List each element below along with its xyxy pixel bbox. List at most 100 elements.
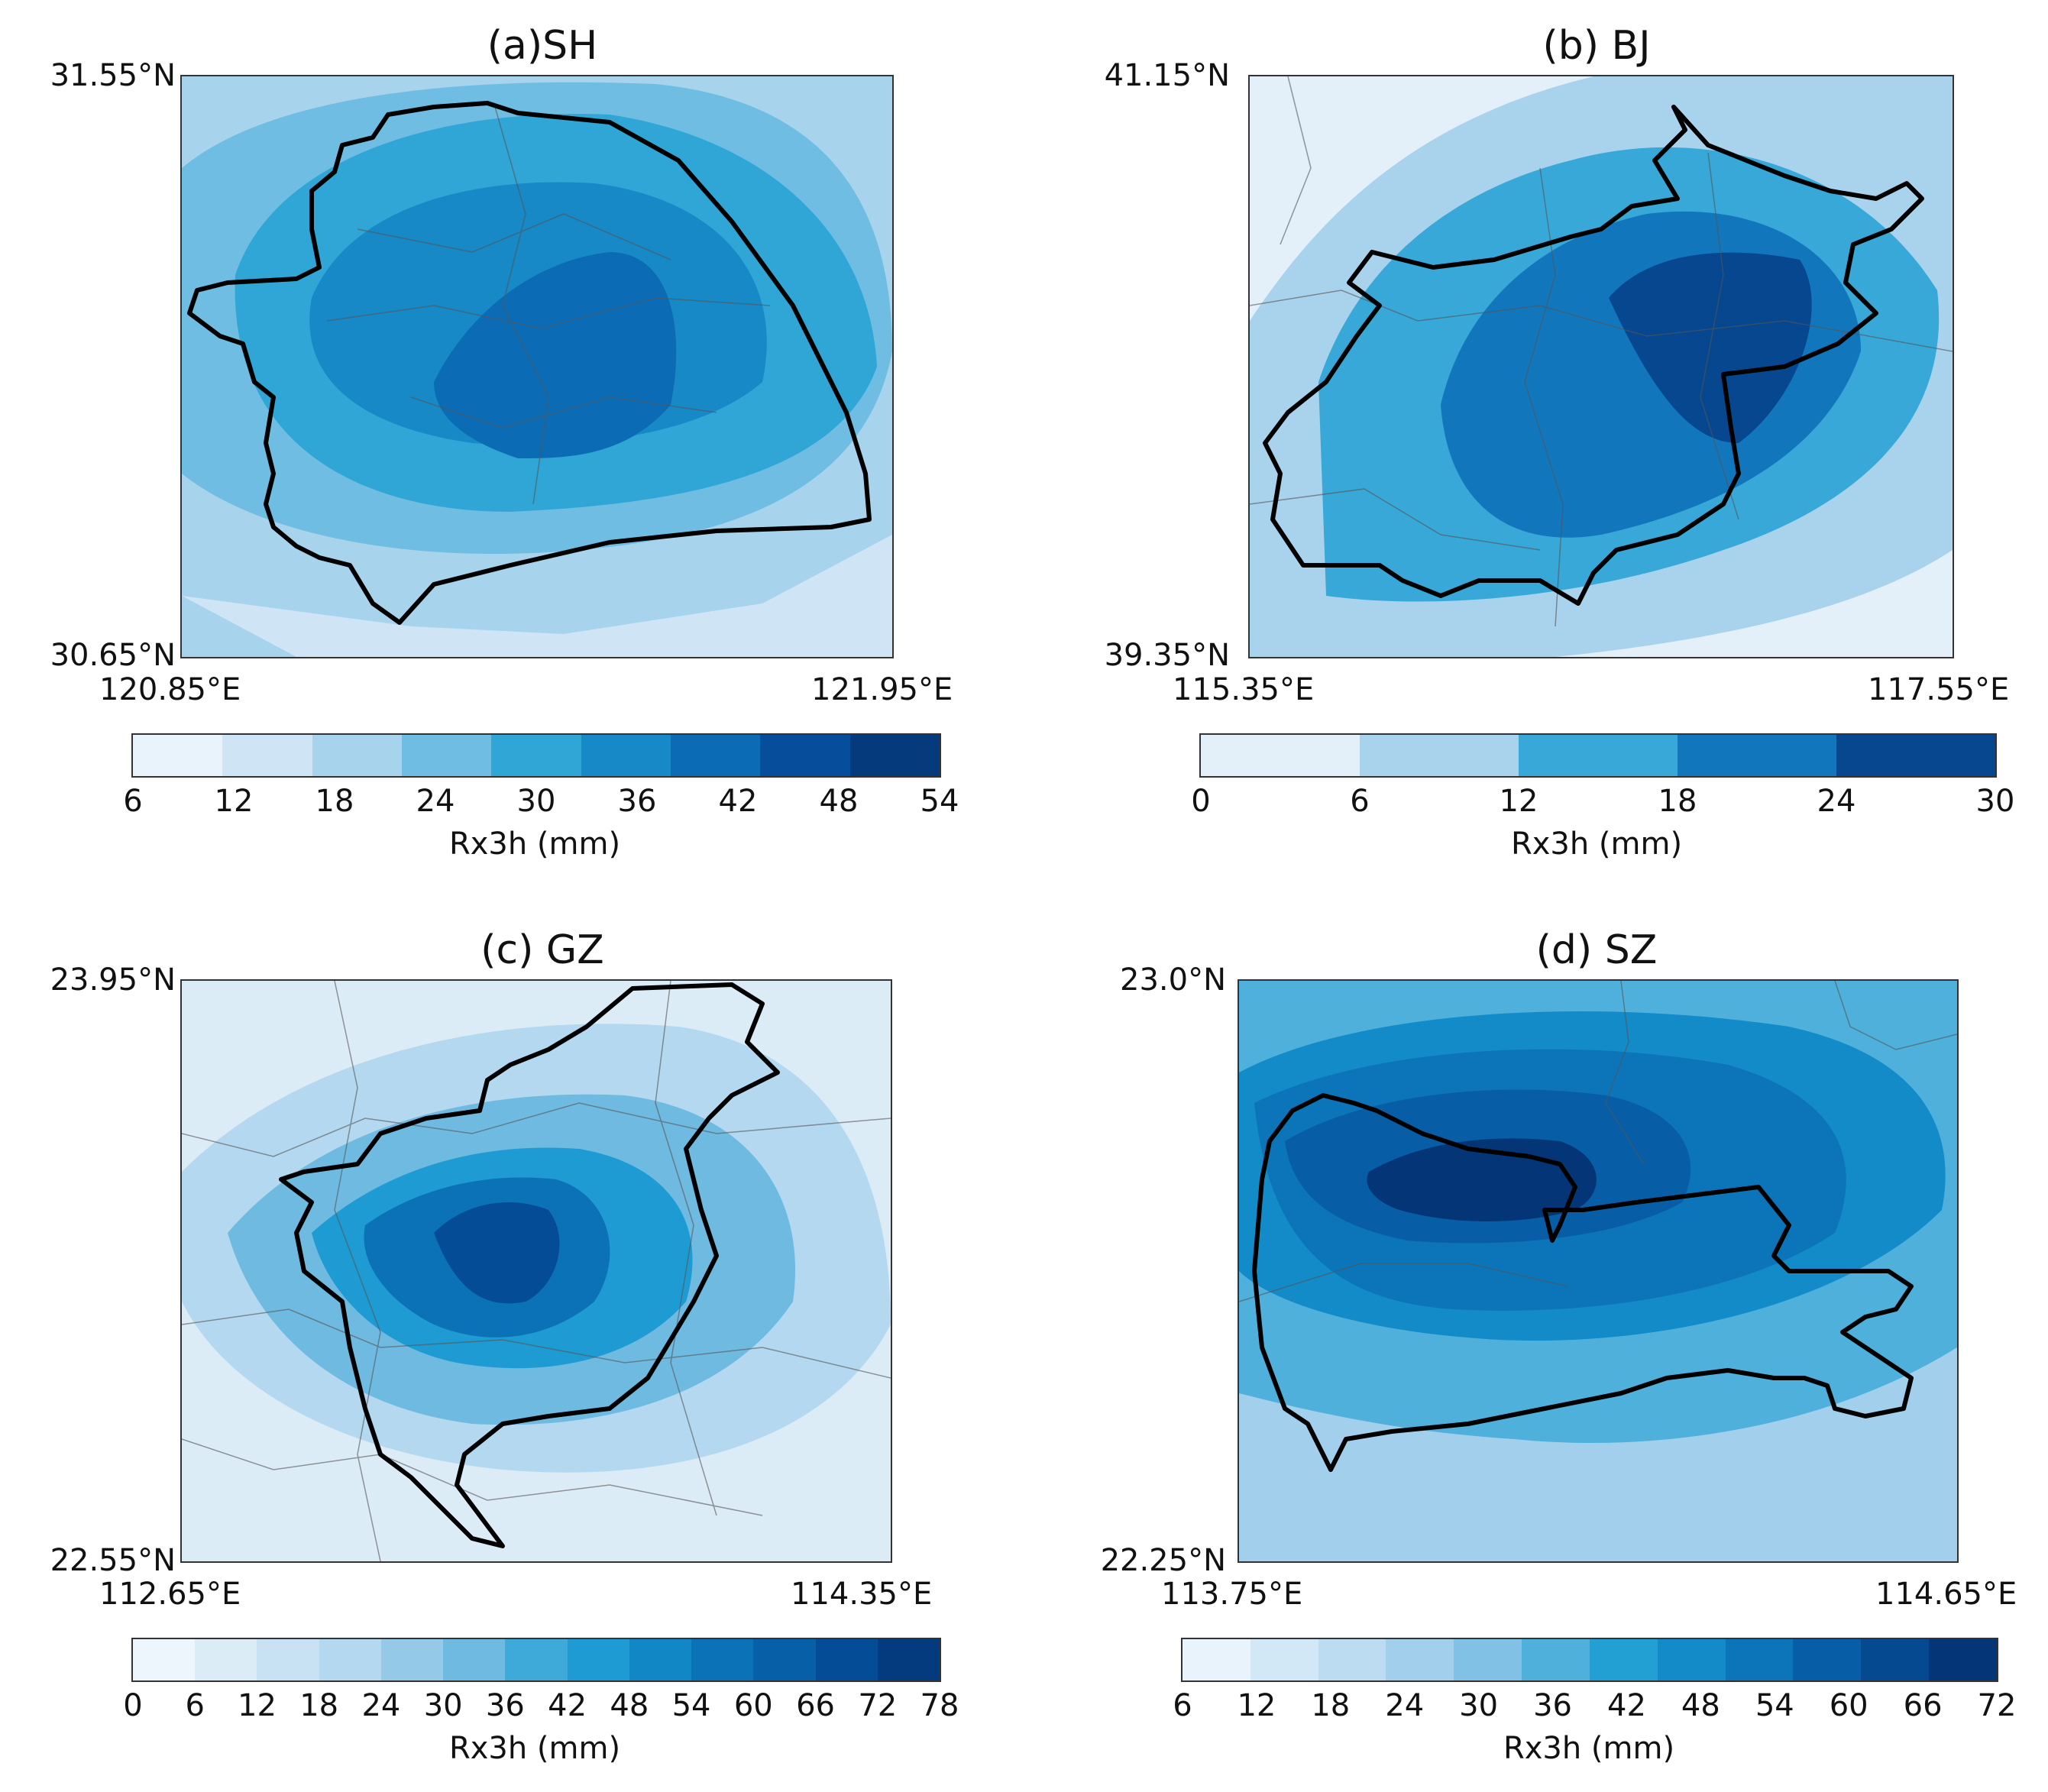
colorbar-segment — [629, 1639, 692, 1680]
city-boundary-sh — [187, 101, 872, 625]
lon-left-label: 113.75°E — [1161, 1577, 1303, 1612]
colorbar-tick-label: 72 — [858, 1688, 898, 1723]
lat-bottom-label: 30.65°N — [50, 638, 176, 673]
colorbar-segment — [380, 1639, 444, 1680]
colorbar-segment — [1929, 1639, 1997, 1680]
field-level-peak — [434, 1202, 560, 1304]
colorbar-segment — [195, 1639, 257, 1680]
colorbar-tick-label: 12 — [214, 784, 254, 819]
colorbar-tick-label: 42 — [548, 1688, 587, 1723]
colorbar-tick-label: 24 — [1385, 1688, 1425, 1723]
colorbar-segment — [815, 1639, 878, 1680]
colorbar-segment — [1318, 1639, 1386, 1680]
colorbar-tick-label: 36 — [1533, 1688, 1572, 1723]
field-level-low — [182, 535, 892, 657]
colorbar-segment — [133, 1639, 196, 1680]
colorbar-segment — [760, 735, 850, 776]
district-borders — [1250, 76, 1953, 627]
colorbar-label-gz: Rx3h (mm) — [448, 1731, 621, 1766]
lon-left-label: 112.65°E — [99, 1577, 241, 1612]
colorbar-tick-label: 0 — [123, 1688, 143, 1723]
colorbar-tick-label: 24 — [1817, 784, 1856, 819]
lat-top-label: 41.15°N — [1104, 58, 1230, 93]
colorbar-bj — [1199, 733, 1997, 778]
colorbar-segment — [1793, 1639, 1862, 1680]
city-boundary-bj — [1263, 105, 1924, 606]
district-borders — [326, 106, 771, 505]
colorbar-segment — [1454, 1639, 1522, 1680]
colorbar-segment — [670, 735, 761, 776]
lat-top-label: 23.0°N — [1120, 962, 1226, 998]
colorbar-segment — [1678, 735, 1836, 776]
colorbar-tick-label: 48 — [610, 1688, 649, 1723]
colorbar-segment — [849, 735, 940, 776]
colorbar-segment — [401, 735, 492, 776]
colorbar-tick-label: 6 — [1173, 1688, 1192, 1723]
colorbar-sh — [131, 733, 941, 778]
colorbar-tick-label: 42 — [718, 784, 758, 819]
colorbar-label-sh: Rx3h (mm) — [448, 826, 621, 862]
colorbar-tick-label: 24 — [416, 784, 455, 819]
lon-right-label: 121.95°E — [811, 672, 953, 707]
colorbar-tick-label: 6 — [123, 784, 143, 819]
colorbar-tick-label: 24 — [361, 1688, 401, 1723]
city-boundary-gz — [279, 982, 780, 1548]
colorbar-tick-label: 12 — [1237, 1688, 1276, 1723]
lon-left-label: 120.85°E — [99, 672, 241, 707]
colorbar-tick-label: 12 — [238, 1688, 277, 1723]
colorbar-segment — [505, 1639, 568, 1680]
colorbar-tick-label: 6 — [185, 1688, 205, 1723]
colorbar-tick-label: 66 — [796, 1688, 835, 1723]
lon-right-label: 117.55°E — [1868, 672, 2010, 707]
lat-bottom-label: 22.25°N — [1100, 1543, 1226, 1578]
colorbar-segment — [1657, 1639, 1726, 1680]
colorbar-tick-label: 72 — [1977, 1688, 2017, 1723]
colorbar-segment — [491, 735, 581, 776]
lon-right-label: 114.35°E — [791, 1577, 933, 1612]
colorbar-tick-label: 18 — [299, 1688, 339, 1723]
colorbar-segment — [1183, 1639, 1250, 1680]
colorbar-tick-label: 18 — [1658, 784, 1697, 819]
lat-bottom-label: 39.35°N — [1104, 638, 1230, 673]
colorbar-tick-label: 66 — [1903, 1688, 1943, 1723]
lat-bottom-label: 22.55°N — [50, 1543, 176, 1578]
lat-top-label: 23.95°N — [50, 962, 176, 998]
colorbar-tick-label: 6 — [1350, 784, 1370, 819]
colorbar-label-sz: Rx3h (mm) — [1503, 1731, 1675, 1766]
colorbar-tick-label: 54 — [671, 1688, 711, 1723]
rainfall-map-sh — [180, 75, 894, 658]
colorbar-segment — [581, 735, 671, 776]
colorbar-tick-label: 54 — [1755, 1688, 1794, 1723]
colorbar-tick-label: 48 — [1681, 1688, 1720, 1723]
colorbar-tick-label: 18 — [1311, 1688, 1351, 1723]
colorbar-segment — [1522, 1639, 1590, 1680]
colorbar-segment — [1519, 735, 1678, 776]
colorbar-sz — [1181, 1638, 1998, 1682]
panel-title-gz: (c) GZ — [480, 927, 604, 973]
colorbar-tick-label: 30 — [1975, 784, 2015, 819]
colorbar-segment — [1386, 1639, 1454, 1680]
colorbar-tick-label: 0 — [1191, 784, 1211, 819]
colorbar-segment — [1861, 1639, 1930, 1680]
panel-title-sz: (d) SZ — [1535, 927, 1658, 973]
panel-title-sh: (a)SH — [487, 23, 598, 69]
colorbar-tick-label: 30 — [423, 1688, 463, 1723]
colorbar-segment — [567, 1639, 629, 1680]
colorbar-segment — [443, 1639, 506, 1680]
colorbar-segment — [1589, 1639, 1658, 1680]
colorbar-segment — [691, 1639, 754, 1680]
panel-title-bj: (b) BJ — [1542, 23, 1651, 69]
colorbar-tick-label: 30 — [516, 784, 556, 819]
colorbar-segment — [257, 1639, 319, 1680]
city-boundary-sz — [1252, 1093, 1914, 1472]
colorbar-segment — [1250, 1639, 1318, 1680]
colorbar-segment — [312, 735, 402, 776]
field-level-peak — [434, 252, 677, 458]
colorbar-tick-label: 48 — [819, 784, 859, 819]
colorbar-tick-label: 36 — [617, 784, 657, 819]
colorbar-segment — [877, 1639, 940, 1680]
rainfall-map-bj — [1248, 75, 1954, 658]
rainfall-map-sz — [1238, 979, 1959, 1563]
district-borders — [1239, 981, 1957, 1302]
colorbar-segment — [1836, 735, 1995, 776]
